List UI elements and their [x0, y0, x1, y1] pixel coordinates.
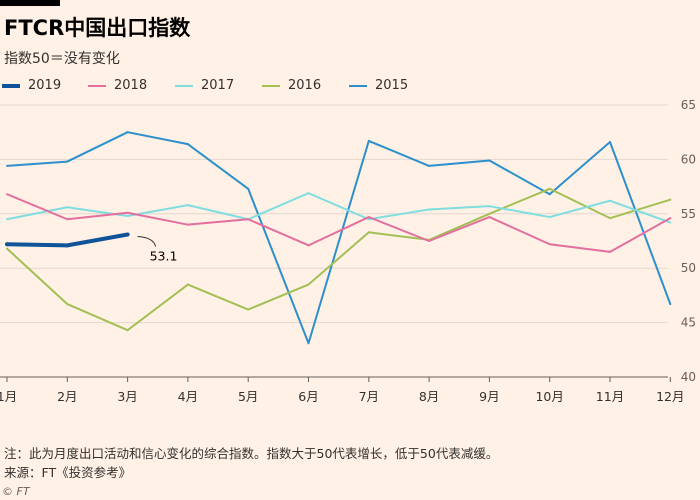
annotation-label: 53.1 — [150, 248, 178, 263]
x-tick-label-3: 3月 — [117, 389, 137, 404]
data-point-2018-2 — [66, 218, 69, 221]
x-tick-label-8: 8月 — [419, 389, 439, 404]
data-point-2017-10 — [548, 216, 551, 219]
data-point-2015-9 — [488, 159, 491, 162]
data-point-2016-12 — [669, 198, 672, 201]
data-point-2018-3 — [126, 211, 129, 214]
x-tick-label-1: 1月 — [0, 389, 17, 404]
data-point-2015-1 — [6, 164, 8, 167]
data-point-2016-3 — [126, 329, 129, 332]
legend-swatch-2015 — [349, 84, 367, 87]
data-point-2015-12 — [669, 303, 672, 306]
data-point-2015-4 — [186, 143, 189, 146]
legend-item-2016: 2016 — [262, 78, 321, 93]
data-point-2016-11 — [609, 217, 611, 220]
y-tick-label-40: 40 — [681, 370, 696, 384]
y-tick-label-55: 55 — [681, 207, 696, 221]
data-point-2016-4 — [186, 283, 189, 286]
data-point-2017-6 — [307, 192, 310, 195]
y-tick-label-65: 65 — [681, 98, 696, 112]
data-point-2019-3 — [125, 232, 130, 237]
data-point-2015-8 — [428, 164, 431, 167]
source-line: 来源：FT《投资参考》 — [4, 465, 132, 480]
data-point-2015-11 — [609, 140, 611, 143]
data-point-2017-1 — [6, 218, 8, 221]
data-point-2015-3 — [126, 131, 129, 134]
x-tick-label-7: 7月 — [359, 389, 379, 404]
legend-label-2015: 2015 — [375, 78, 409, 93]
data-point-2015-6 — [307, 342, 310, 345]
data-point-2016-9 — [488, 212, 491, 215]
legend-item-2017: 2017 — [175, 78, 234, 93]
data-point-2018-11 — [609, 250, 611, 253]
data-point-2016-5 — [247, 308, 250, 311]
legend-item-2018: 2018 — [88, 78, 147, 93]
data-point-2016-10 — [548, 187, 551, 190]
data-point-2019-1 — [5, 242, 9, 247]
data-point-2017-3 — [126, 214, 129, 217]
footnote: 注：此为月度出口活动和信心变化的综合指数。指数大于50代表增长，低于50代表减缓… — [4, 446, 499, 461]
ft-credit: © FT — [2, 485, 30, 498]
data-point-2016-2 — [66, 303, 69, 306]
data-point-2015-7 — [367, 139, 370, 142]
series-line-2018 — [6, 193, 671, 253]
data-point-2015-5 — [247, 187, 250, 190]
data-point-2017-8 — [428, 208, 431, 211]
legend-swatch-2019 — [2, 83, 20, 88]
x-tick-label-5: 5月 — [238, 389, 258, 404]
data-point-2017-12 — [669, 221, 672, 224]
series-line-2015 — [6, 131, 672, 345]
x-tick-label-4: 4月 — [178, 389, 198, 404]
series-line-2016 — [6, 187, 671, 332]
data-point-2017-4 — [186, 204, 189, 207]
data-point-2018-12 — [669, 217, 672, 220]
top-accent-bar — [0, 0, 60, 6]
data-point-2018-5 — [247, 218, 250, 221]
data-point-2018-10 — [548, 243, 551, 246]
chart-title: FTCR中国出口指数 — [4, 16, 191, 40]
data-point-2018-8 — [428, 240, 431, 242]
data-point-2016-6 — [307, 283, 310, 286]
data-point-2018-9 — [488, 216, 491, 219]
data-point-2018-4 — [186, 223, 189, 226]
data-point-2015-2 — [66, 160, 69, 163]
y-tick-label-50: 50 — [681, 261, 696, 275]
legend-item-2019: 2019 — [2, 78, 61, 93]
data-point-2017-2 — [66, 206, 69, 209]
x-tick-label-6: 6月 — [298, 389, 318, 404]
annotation-leader — [137, 235, 157, 247]
data-point-2017-7 — [367, 218, 370, 221]
data-point-2018-7 — [367, 216, 370, 219]
legend-item-2015: 2015 — [349, 78, 408, 93]
legend-label-2017: 2017 — [201, 78, 235, 93]
x-tick-label-11: 11月 — [596, 389, 624, 404]
y-tick-label-45: 45 — [681, 316, 696, 330]
data-point-2018-1 — [6, 193, 8, 196]
data-point-2017-9 — [488, 205, 491, 208]
data-point-2016-7 — [367, 231, 370, 234]
chart-subtitle: 指数50＝没有变化 — [4, 51, 120, 67]
data-point-2018-6 — [307, 244, 310, 247]
data-point-2016-1 — [6, 247, 8, 250]
x-tick-label-2: 2月 — [57, 389, 77, 404]
legend-swatch-2018 — [88, 84, 106, 87]
legend-swatch-2017 — [175, 84, 193, 87]
data-point-2015-10 — [548, 193, 551, 196]
series-line-2017 — [6, 192, 671, 224]
x-tick-label-9: 9月 — [479, 389, 499, 404]
data-point-2019-2 — [65, 243, 70, 248]
x-tick-label-12: 12月 — [656, 389, 684, 404]
legend-label-2019: 2019 — [28, 78, 62, 93]
data-point-2017-11 — [609, 199, 611, 202]
line-chart: 40 45 50 55 60 65 1月 2月 3月 4月 5月 6月 7月 8月 9月 10月 11月 12月 5… — [0, 98, 696, 404]
legend-label-2018: 2018 — [114, 78, 148, 93]
x-tick-label-10: 10月 — [535, 389, 563, 404]
legend-swatch-2016 — [262, 84, 280, 87]
y-tick-label-60: 60 — [681, 152, 696, 166]
legend-label-2016: 2016 — [288, 78, 322, 93]
